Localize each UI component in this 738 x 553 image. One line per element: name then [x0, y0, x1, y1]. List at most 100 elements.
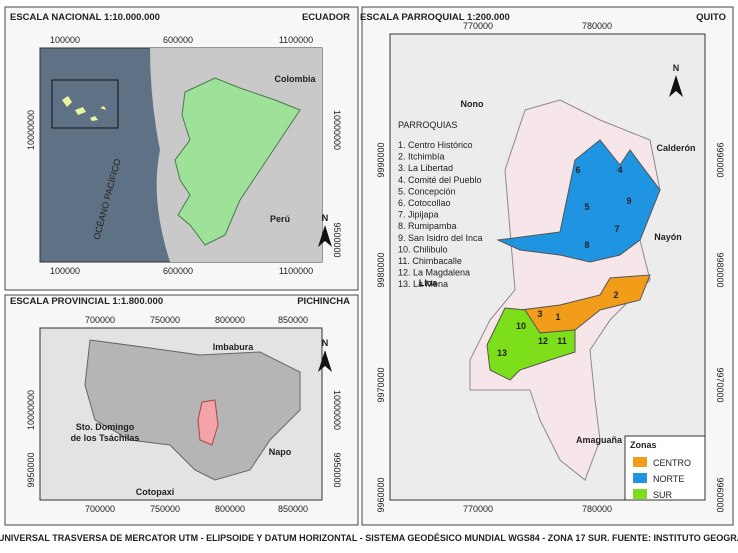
- zone-number: 9: [626, 196, 631, 206]
- place-label: Nono: [461, 99, 484, 109]
- zone-number: 1: [555, 312, 560, 322]
- ecuador: [174, 77, 301, 246]
- legend-label: CENTRO: [653, 458, 691, 468]
- list-item: 10. Chilibulo: [398, 244, 448, 254]
- zone-number: 12: [538, 336, 548, 346]
- province-label: Cotopaxi: [136, 487, 175, 497]
- y-tick-label: 9990000: [715, 142, 725, 177]
- x-tick-label: 850000: [278, 315, 308, 325]
- x-tick-label: 800000: [215, 504, 245, 514]
- x-tick-label: 750000: [150, 315, 180, 325]
- y-tick-label: 9960000: [715, 477, 725, 512]
- zone-number: 7: [614, 224, 619, 234]
- y-tick-label: 10000000: [332, 110, 342, 150]
- galapagos-box: [51, 79, 119, 129]
- list-item: 11. Chimbacalle: [398, 256, 462, 266]
- x-tick-label: 750000: [150, 504, 180, 514]
- panel-title: ESCALA PARROQUIAL 1:200.000: [360, 12, 510, 23]
- province-label: Napo: [269, 447, 292, 457]
- x-tick-label: 770000: [463, 21, 493, 31]
- panel-title: ESCALA PROVINCIAL 1:1.800.000: [10, 296, 163, 307]
- list-item: 4. Comité del Pueblo: [398, 175, 482, 185]
- list-item: 12. La Magdalena: [398, 268, 470, 278]
- zone-number: 11: [557, 336, 567, 346]
- quito: [197, 399, 219, 446]
- footer: PROYECCIÓN UNIVERSAL TRASVERSA DE MERCAT…: [0, 532, 738, 543]
- north-arrow: [318, 225, 332, 247]
- x-tick-label: 600000: [163, 266, 193, 276]
- zone-number: 4: [617, 165, 622, 175]
- zone-number: 5: [584, 202, 589, 212]
- y-tick-label: 9970000: [715, 367, 725, 402]
- zone-number: 10: [516, 321, 526, 331]
- y-tick-label: 10000000: [332, 390, 342, 430]
- legend-swatch: [633, 473, 647, 483]
- province-label: Sto. Domingo: [76, 422, 135, 432]
- list-item: 2. Itchimbía: [398, 152, 445, 162]
- x-tick-label: 1100000: [279, 35, 313, 45]
- legend-label: SUR: [653, 490, 673, 500]
- y-tick-label: 10000000: [26, 110, 36, 150]
- panel-region: ECUADOR: [302, 12, 350, 23]
- list-item: 3. La Libertad: [398, 163, 453, 173]
- zone-number: 2: [613, 290, 618, 300]
- galapagos: [62, 96, 106, 121]
- country-label: Perú: [270, 214, 290, 224]
- legend-swatch: [633, 489, 647, 499]
- x-tick-label: 780000: [582, 21, 612, 31]
- list-title: PARROQUIAS: [398, 120, 457, 130]
- province-label: Imbabura: [213, 342, 255, 352]
- x-tick-label: 700000: [85, 504, 115, 514]
- y-tick-label: 10000000: [26, 390, 36, 430]
- list-item: 5. Concepción: [398, 186, 456, 196]
- x-tick-label: 600000: [163, 35, 193, 45]
- y-tick-label: 9960000: [376, 477, 386, 512]
- x-tick-label: 800000: [215, 315, 245, 325]
- x-tick-label: 850000: [278, 504, 308, 514]
- country-label: Colombia: [274, 74, 316, 84]
- north-label: N: [322, 213, 329, 223]
- zone-number: 6: [575, 165, 580, 175]
- x-tick-label: 700000: [85, 315, 115, 325]
- zone-norte: [496, 139, 661, 263]
- x-tick-label: 780000: [582, 504, 612, 514]
- north-label: N: [322, 338, 329, 348]
- panel-region: PICHINCHA: [297, 296, 350, 307]
- zone-sur: [486, 307, 576, 381]
- x-tick-label: 100000: [50, 266, 80, 276]
- list-item: 8. Rumipamba: [398, 221, 457, 231]
- panel-title: ESCALA NACIONAL 1:10.000.000: [10, 12, 160, 23]
- zone-number: 8: [584, 240, 589, 250]
- y-tick-label: 9990000: [376, 142, 386, 177]
- list-item: 6. Cotocollao: [398, 198, 451, 208]
- north-arrow: [318, 350, 332, 372]
- list-item: 7. Jipijapa: [398, 210, 439, 220]
- y-tick-label: 9980000: [715, 252, 725, 287]
- legend-swatch: [633, 457, 647, 467]
- y-tick-label: 9980000: [376, 252, 386, 287]
- north-label: N: [673, 63, 680, 73]
- legend-title: Zonas: [630, 440, 657, 450]
- legend-label: NORTE: [653, 474, 684, 484]
- province-label: de los Tsáchilas: [71, 433, 140, 443]
- x-tick-label: 1100000: [279, 266, 313, 276]
- y-tick-label: 9950000: [332, 452, 342, 487]
- list-item: 1. Centro Histórico: [398, 140, 473, 150]
- y-tick-label: 9950000: [26, 452, 36, 487]
- list-item: 9. San Isidro del Inca: [398, 233, 483, 243]
- north-arrow: [669, 75, 683, 97]
- list-item: 13. La Mena: [398, 279, 448, 289]
- y-tick-label: 9970000: [376, 367, 386, 402]
- y-tick-label: 9500000: [332, 222, 342, 257]
- place-label: Nayón: [654, 232, 682, 242]
- place-label: Amaguaña: [576, 435, 623, 445]
- place-label: Lloa: [419, 278, 438, 288]
- zone-number: 3: [537, 309, 542, 319]
- x-tick-label: 100000: [50, 35, 80, 45]
- panel-region: QUITO: [696, 12, 726, 23]
- zone-number: 13: [497, 348, 507, 358]
- pichincha: [84, 339, 301, 481]
- place-label: Calderón: [656, 143, 695, 153]
- x-tick-label: 770000: [463, 504, 493, 514]
